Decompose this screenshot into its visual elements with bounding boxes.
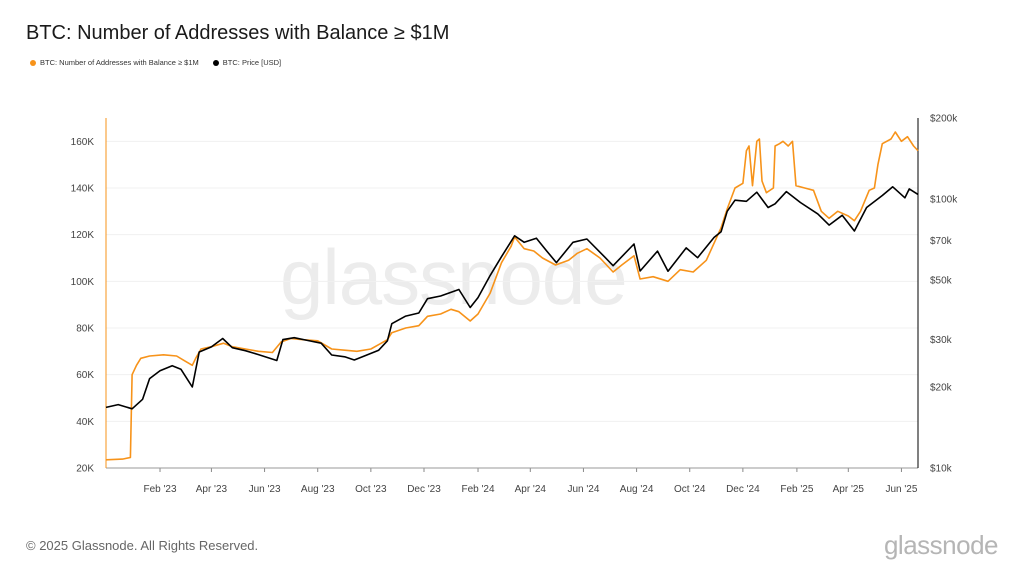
x-tick-label-10: Oct '24 [674,484,706,495]
y-left-tick-label-3: 80K [76,324,94,335]
series-line-addresses [105,131,919,461]
x-tick-label-6: Feb '24 [461,484,494,495]
x-tick-label-8: Jun '24 [567,484,599,495]
x-tick-label-1: Apr '23 [196,484,228,495]
chart-legend: BTC: Number of Addresses with Balance ≥ … [30,58,281,67]
legend-label-price: BTC: Price [USD] [222,58,282,67]
y-left-tick-label-4: 100K [71,277,95,288]
x-tick-label-13: Apr '25 [833,484,865,495]
legend-item-price[interactable]: BTC: Price [USD] [212,58,282,67]
legend-dot-addresses-icon [30,59,36,66]
x-tick-label-4: Oct '23 [355,484,387,495]
y-right-tick-label-3: $50k [930,275,953,286]
legend-label-addresses: BTC: Number of Addresses with Balance ≥ … [40,58,199,67]
y-left-tick-label-7: 160K [71,137,95,148]
brand-logo: glassnode [883,530,999,560]
x-tick-label-5: Dec '23 [407,484,441,495]
page-title: BTC: Number of Addresses with Balance ≥ … [26,22,450,44]
chart-watermark: glassnode [280,233,628,321]
y-right-tick-label-2: $30k [930,335,953,346]
y-left-tick-label-5: 120K [71,230,95,241]
y-right-tick-label-4: $70k [930,236,953,247]
x-tick-label-2: Jun '23 [249,484,281,495]
series-line-price [105,186,919,410]
y-left-tick-label-0: 20K [76,464,94,475]
x-tick-label-9: Aug '24 [620,484,654,495]
y-right-tick-label-0: $10k [930,464,953,475]
copyright-footer: © 2025 Glassnode. All Rights Reserved. [26,538,259,553]
y-right-tick-label-1: $20k [930,383,953,394]
y-left-tick-label-1: 40K [76,417,94,428]
x-tick-label-7: Apr '24 [515,484,547,495]
x-tick-label-11: Dec '24 [726,484,760,495]
x-tick-label-3: Aug '23 [301,484,335,495]
x-tick-label-12: Feb '25 [780,484,813,495]
x-tick-label-0: Feb '23 [143,484,176,495]
legend-item-addresses[interactable]: BTC: Number of Addresses with Balance ≥ … [30,58,199,67]
legend-dot-price-icon [212,59,219,66]
y-right-tick-label-5: $100k [930,194,958,205]
y-right-tick-label-6: $200k [930,114,958,125]
y-left-tick-label-2: 60K [76,370,94,381]
y-left-tick-label-6: 140K [71,184,95,195]
x-tick-label-14: Jun '25 [885,484,917,495]
